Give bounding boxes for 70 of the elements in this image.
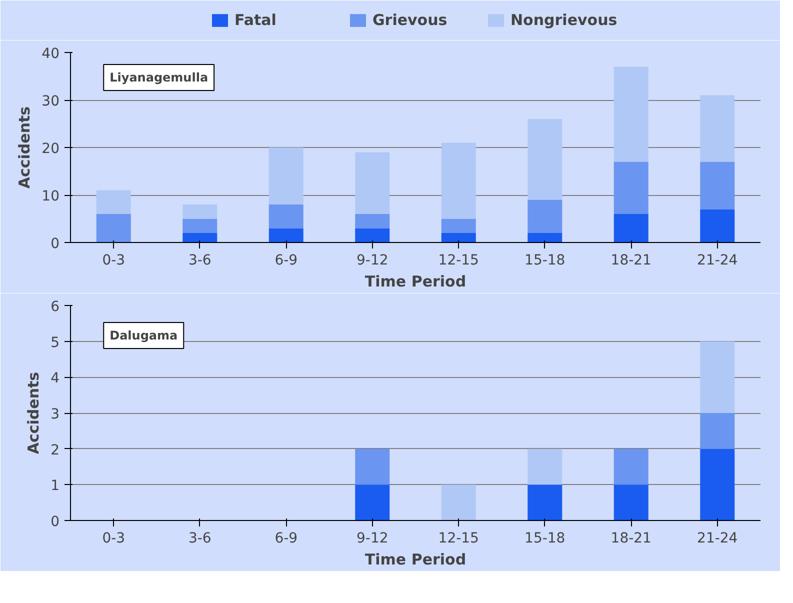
x-tick-label: 3-6	[188, 252, 212, 268]
y-tick-label: 6	[50, 299, 60, 315]
bar	[614, 448, 648, 485]
x-tick-label: 21-24	[697, 252, 738, 268]
y-tick-label: 5	[50, 334, 60, 351]
bar	[182, 233, 218, 242]
y-tick-label: 10	[42, 188, 60, 204]
legend-label: Grievous	[372, 11, 448, 29]
bar	[441, 484, 476, 520]
bar	[182, 204, 218, 219]
bar	[700, 341, 735, 413]
y-tick-label: 1	[50, 478, 60, 494]
x-tick-label: 9-12	[356, 530, 388, 546]
annotation: Dalugama	[110, 328, 178, 342]
x-tick-label: 21-24	[697, 530, 738, 546]
bar	[700, 448, 735, 520]
x-tick-label: 6-9	[274, 530, 298, 546]
y-tick-label: 0	[50, 514, 60, 530]
legend-label: Fatal	[234, 11, 278, 29]
bar	[441, 218, 476, 233]
bar	[355, 214, 390, 228]
bar	[182, 218, 218, 233]
x-tick-label: 12-15	[438, 530, 479, 546]
bar	[528, 484, 562, 520]
x-tick-label: 0-3	[102, 530, 126, 546]
x-tick-label: 12-15	[438, 252, 479, 268]
x-tick-label: 18-21	[610, 530, 652, 546]
y-tick-label: 3	[50, 406, 60, 422]
x-tick-label: 6-9	[274, 252, 298, 268]
bar	[614, 66, 648, 162]
bar	[614, 162, 648, 214]
bar	[700, 413, 735, 449]
bar	[441, 142, 476, 219]
bar	[528, 119, 562, 200]
legend-label: Nongrievous	[510, 11, 618, 29]
bar	[528, 448, 562, 485]
y-axis-title: Accidents	[16, 106, 34, 189]
bar	[355, 152, 390, 214]
x-axis-title: Time Period	[364, 550, 466, 568]
bar	[268, 204, 304, 228]
y-tick-label: 20	[42, 141, 60, 157]
x-tick-label: 15-18	[524, 252, 566, 268]
x-tick-label: 18-21	[610, 252, 652, 268]
annotation: Liyanagemulla	[110, 70, 208, 84]
bar	[355, 228, 390, 242]
bar	[528, 233, 562, 242]
bar	[614, 214, 648, 242]
bar	[96, 190, 131, 214]
bar	[528, 200, 562, 233]
bar	[700, 209, 735, 242]
bar	[614, 484, 648, 520]
bar	[268, 228, 304, 242]
x-tick-label: 3-6	[188, 530, 212, 546]
y-tick-label: 2	[50, 442, 60, 458]
bar	[700, 95, 735, 162]
x-tick-label: 0-3	[102, 252, 126, 268]
bar	[441, 233, 476, 242]
y-tick-label: 30	[42, 94, 60, 110]
bar	[96, 214, 131, 242]
y-tick-label: 0	[50, 236, 60, 252]
y-axis-title: Accidents	[24, 372, 43, 454]
y-tick-label: 40	[42, 46, 60, 62]
bar	[268, 148, 304, 204]
bar	[355, 484, 390, 520]
x-tick-label: 9-12	[356, 252, 388, 268]
x-axis-title: Time Period	[364, 272, 466, 290]
bar	[700, 162, 735, 210]
x-tick-label: 15-18	[524, 530, 566, 546]
y-tick-label: 4	[50, 370, 60, 387]
bar	[355, 448, 390, 485]
